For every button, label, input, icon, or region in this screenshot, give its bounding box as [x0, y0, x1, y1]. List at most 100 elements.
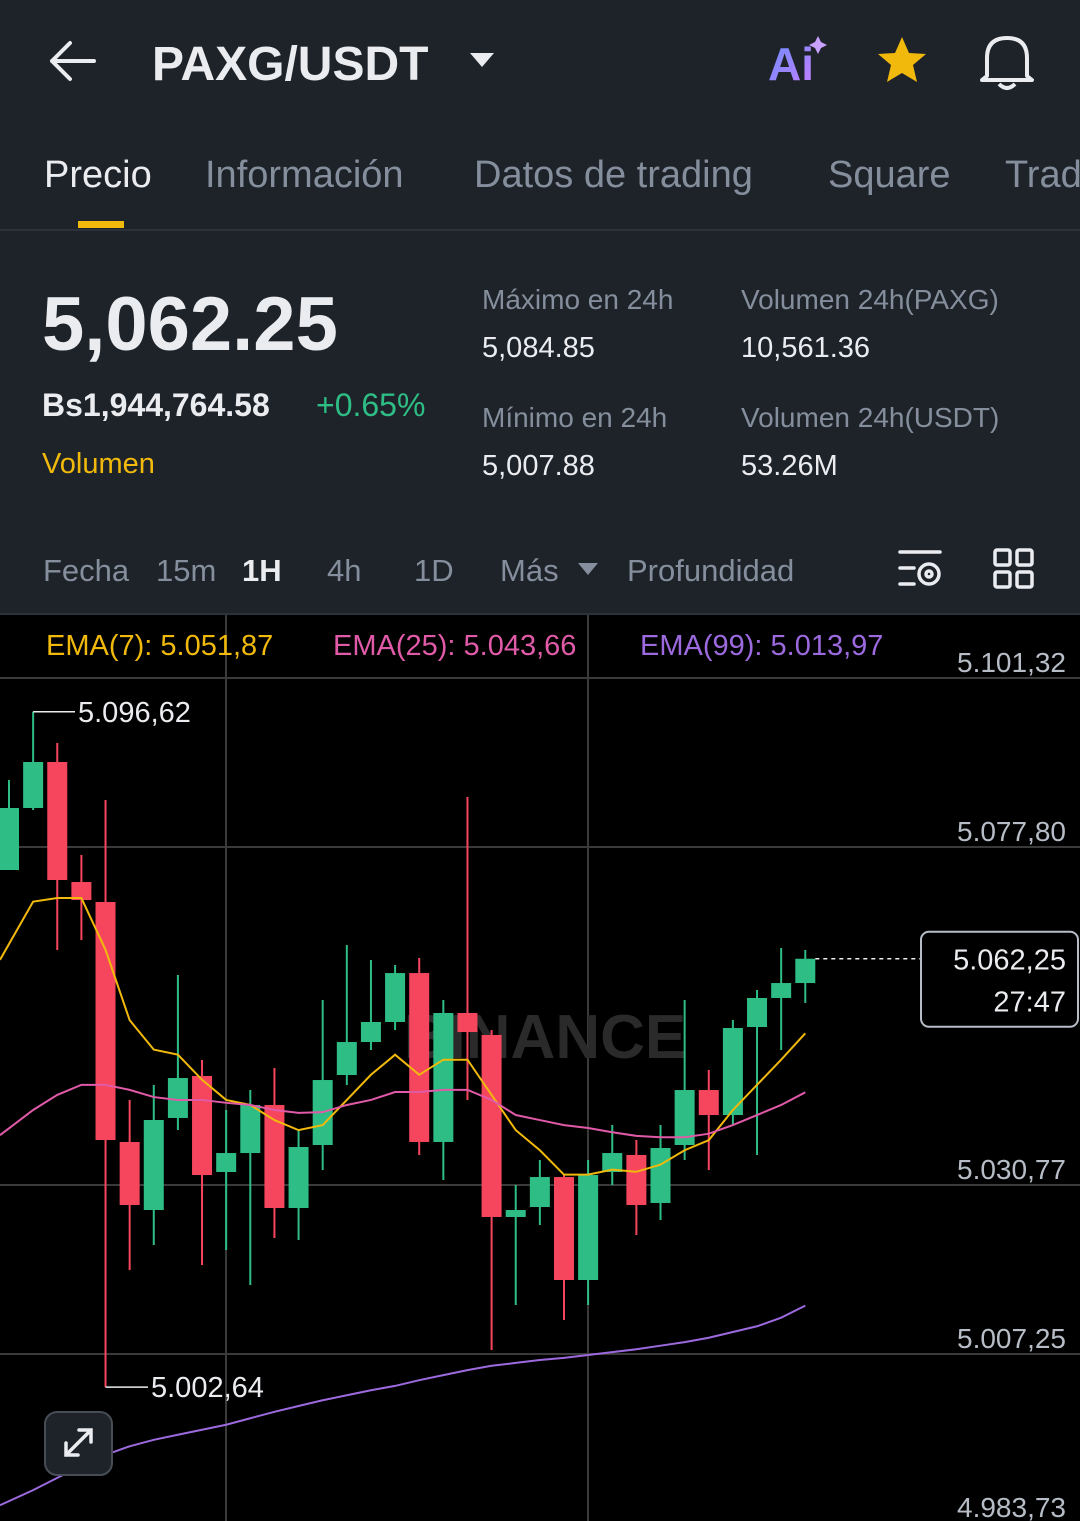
- pair-dropdown[interactable]: [470, 53, 494, 67]
- last-price-label: 5.062,25: [953, 945, 1066, 977]
- candle-body: [795, 958, 816, 984]
- stat-label: Mínimo en 24h: [482, 402, 667, 433]
- ema-line: [0, 1083, 806, 1139]
- candle-body: [505, 1210, 526, 1217]
- stat-value: 5,007.88: [482, 450, 595, 482]
- candlestick-chart: 5.101,32 5.077,80 5.030,77 5.007,25 4.983,73…: [0, 630, 1080, 1521]
- pair-title[interactable]: PAXG/USDT: [152, 38, 428, 91]
- ai-sparkle: [809, 36, 827, 54]
- interval-option[interactable]: 1H: [242, 553, 282, 588]
- ema-line: [0, 1304, 806, 1507]
- candle-body: [747, 997, 768, 1028]
- candle-body: [529, 1177, 550, 1208]
- stat-value: 53.26M: [741, 450, 838, 482]
- candle-body: [95, 901, 116, 1141]
- y-tick-label: 4.983,73: [957, 1492, 1066, 1521]
- stat-value: 10,561.36: [741, 332, 870, 364]
- candle-body: [722, 1028, 743, 1116]
- candle-body: [216, 1153, 237, 1173]
- tab[interactable]: Precio: [44, 154, 152, 196]
- layout-cell: [1015, 548, 1034, 567]
- last-price: 5,062.25: [42, 282, 338, 367]
- interval-option[interactable]: 15m: [156, 553, 216, 588]
- tab[interactable]: Datos de trading: [474, 154, 753, 196]
- stat-label: Máximo en 24h: [482, 284, 673, 315]
- candle-body: [0, 807, 19, 871]
- candle-body: [457, 1012, 478, 1033]
- volume-link[interactable]: Volumen: [42, 448, 155, 480]
- candle-body: [698, 1090, 719, 1116]
- low-marker-label: 5.002,64: [151, 1372, 264, 1404]
- candle-body: [119, 1141, 140, 1205]
- interval-option[interactable]: 4h: [327, 553, 361, 588]
- more-dropdown[interactable]: [578, 563, 598, 575]
- chart-settings-icon[interactable]: [898, 550, 942, 586]
- back-arrow: [50, 41, 96, 81]
- notification-bell[interactable]: [980, 36, 1034, 90]
- candle-body: [240, 1105, 261, 1154]
- countdown-label: 27:47: [993, 987, 1066, 1019]
- favorite-star[interactable]: [878, 37, 926, 82]
- candle-body: [288, 1147, 309, 1209]
- candle-body: [433, 1012, 454, 1142]
- candle-body: [23, 762, 44, 808]
- candle-body: [47, 762, 68, 880]
- candle-body: [167, 1078, 188, 1118]
- high-marker-label: 5.096,62: [78, 697, 191, 729]
- y-tick-label: 5.077,80: [957, 816, 1066, 847]
- layout-cell: [993, 570, 1012, 589]
- candle-body: [553, 1177, 574, 1281]
- candle-body: [771, 983, 792, 998]
- interval-option[interactable]: Más: [500, 553, 559, 588]
- candle-body: [143, 1119, 164, 1211]
- settings-lines: [898, 550, 942, 586]
- legend-entry: EMA(7): 5.051,87: [46, 630, 273, 662]
- candle-body: [674, 1090, 695, 1145]
- interval-option[interactable]: Profundidad: [627, 553, 794, 588]
- active-tab-indicator: [78, 221, 124, 228]
- chart-panel: [0, 615, 1080, 1521]
- candle-body: [578, 1175, 599, 1281]
- stat-label: Volumen 24h(USDT): [741, 402, 999, 433]
- candle-body: [409, 973, 430, 1142]
- price-change: +0.65%: [316, 387, 425, 423]
- candle-body: [602, 1153, 623, 1173]
- stat-label: Volumen 24h(PAXG): [741, 284, 999, 315]
- legend-entry: EMA(25): 5.043,66: [333, 630, 576, 662]
- interval-bar: Fecha 15m 1H 4h 1D Más Profundidad: [43, 553, 794, 588]
- candle-body: [385, 973, 406, 1022]
- settings-gear: [917, 562, 941, 586]
- y-tick-label: 5.007,25: [957, 1323, 1066, 1354]
- fullscreen-icon: [64, 1428, 93, 1457]
- tab[interactable]: Square: [828, 154, 951, 196]
- last-price-box: [920, 930, 1079, 1028]
- top-panel: [0, 0, 1080, 615]
- fiat-price: Bs1,944,764.58: [42, 387, 270, 423]
- candle-body: [481, 1034, 502, 1217]
- bell-clapper: [997, 82, 1017, 90]
- layout-cell: [993, 548, 1012, 567]
- ai-button[interactable]: Ai: [768, 38, 814, 90]
- tab[interactable]: Información: [205, 154, 404, 196]
- interval-option[interactable]: Fecha: [43, 553, 130, 588]
- legend-entry: EMA(99): 5.013,97: [640, 630, 883, 662]
- y-tick-label: 5.030,77: [957, 1154, 1066, 1185]
- bell-body: [980, 36, 1034, 82]
- candle-body: [650, 1148, 671, 1203]
- candle-body: [336, 1042, 357, 1076]
- tab-bar: Precio Información Datos de trading Square T…: [44, 154, 1080, 196]
- interval-option[interactable]: 1D: [414, 553, 454, 588]
- back-button[interactable]: [50, 41, 96, 81]
- layout-icon[interactable]: [993, 548, 1034, 589]
- candle-body: [264, 1105, 285, 1209]
- candle-body: [192, 1076, 213, 1176]
- tab[interactable]: Trad: [1005, 154, 1080, 196]
- candle-body: [626, 1154, 647, 1205]
- stat-value: 5,084.85: [482, 332, 595, 364]
- candle-body: [360, 1021, 381, 1043]
- candle-body: [71, 882, 92, 901]
- ema-line: [0, 897, 807, 1176]
- fullscreen-button[interactable]: [44, 1411, 113, 1476]
